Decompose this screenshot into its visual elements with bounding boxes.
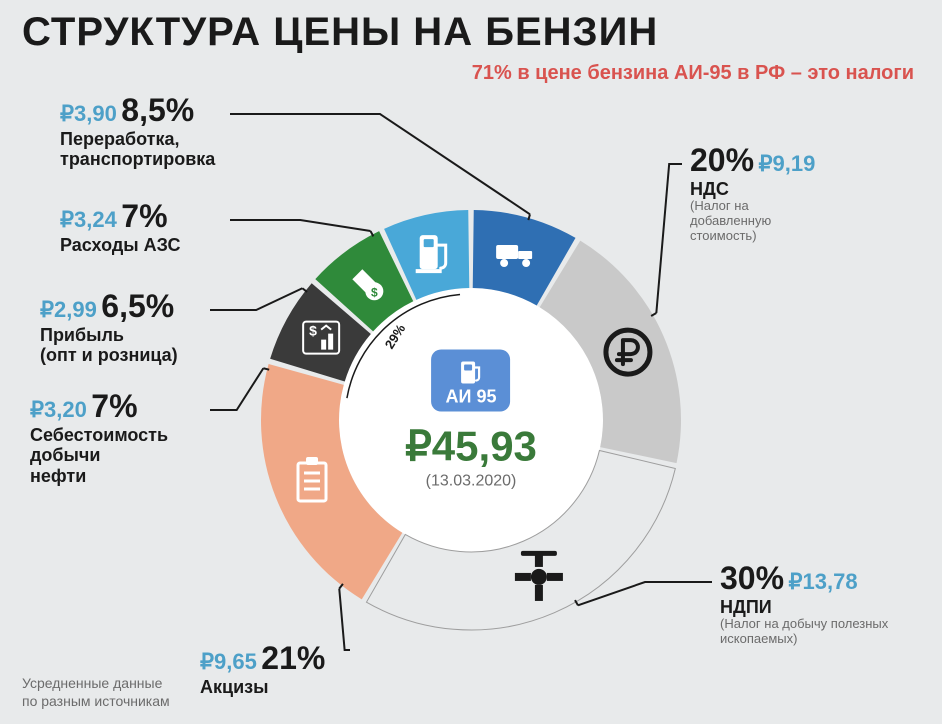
leader-profit [210, 288, 302, 310]
footnote: Усредненные данные по разным источникам [22, 675, 170, 710]
label-pct: 21% [261, 640, 325, 676]
label-pct: 30% [720, 560, 784, 596]
pump-icon [457, 360, 485, 386]
footnote-line1: Усредненные данные [22, 675, 170, 693]
footnote-line2: по разным источникам [22, 693, 170, 711]
label-name: Переработка,транспортировка [60, 129, 215, 170]
leader-station [230, 220, 371, 231]
label-pct: 20% [690, 142, 754, 178]
label-pct: 8,5% [121, 92, 194, 128]
label-pct: 7% [121, 198, 167, 234]
fuel-badge: АИ 95 [432, 350, 511, 412]
center-block: АИ 95 ₽45,93 (13.03.2020) [405, 350, 537, 491]
label-vat: 20% ₽9,19 НДС(Налог надобавленнуюстоимост… [690, 142, 815, 244]
label-name: НДС [690, 179, 815, 200]
label-name: Расходы АЗС [60, 235, 181, 256]
label-name: Себестоимостьдобычинефти [30, 425, 168, 487]
label-profit: ₽2,99 6,5%Прибыль(опт и розница) [40, 288, 178, 366]
label-cost: ₽3,20 7%Себестоимостьдобычинефти [30, 388, 168, 487]
leader-excise [339, 589, 350, 650]
label-note: (Налог надобавленнуюстоимость) [690, 199, 815, 244]
label-rub: ₽3,24 [60, 207, 117, 232]
center-date: (13.03.2020) [405, 473, 537, 491]
label-name: Акцизы [200, 677, 325, 698]
label-pct: 6,5% [101, 288, 174, 324]
label-excise: ₽9,65 21%Акцизы [200, 640, 325, 697]
label-met: 30% ₽13,78 НДПИ(Налог на добычу полезных … [720, 560, 942, 647]
label-rub: ₽3,90 [60, 101, 117, 126]
label-processing: ₽3,90 8,5%Переработка,транспортировка [60, 92, 215, 170]
leader-processing [230, 114, 530, 214]
label-rub: ₽2,99 [40, 297, 97, 322]
label-note: (Налог на добычу полезных ископаемых) [720, 617, 942, 647]
label-station: ₽3,24 7%Расходы АЗС [60, 198, 181, 255]
center-price: ₽45,93 [405, 422, 537, 471]
label-name: Прибыль(опт и розница) [40, 325, 178, 366]
label-rub: ₽9,65 [200, 649, 257, 674]
leader-cost [210, 368, 263, 410]
label-rub: ₽9,19 [759, 151, 816, 176]
leader-vat [656, 164, 682, 313]
label-rub: ₽13,78 [789, 569, 858, 594]
label-pct: 7% [91, 388, 137, 424]
label-rub: ₽3,20 [30, 397, 87, 422]
label-name: НДПИ [720, 597, 942, 618]
fuel-badge-text: АИ 95 [446, 387, 497, 407]
